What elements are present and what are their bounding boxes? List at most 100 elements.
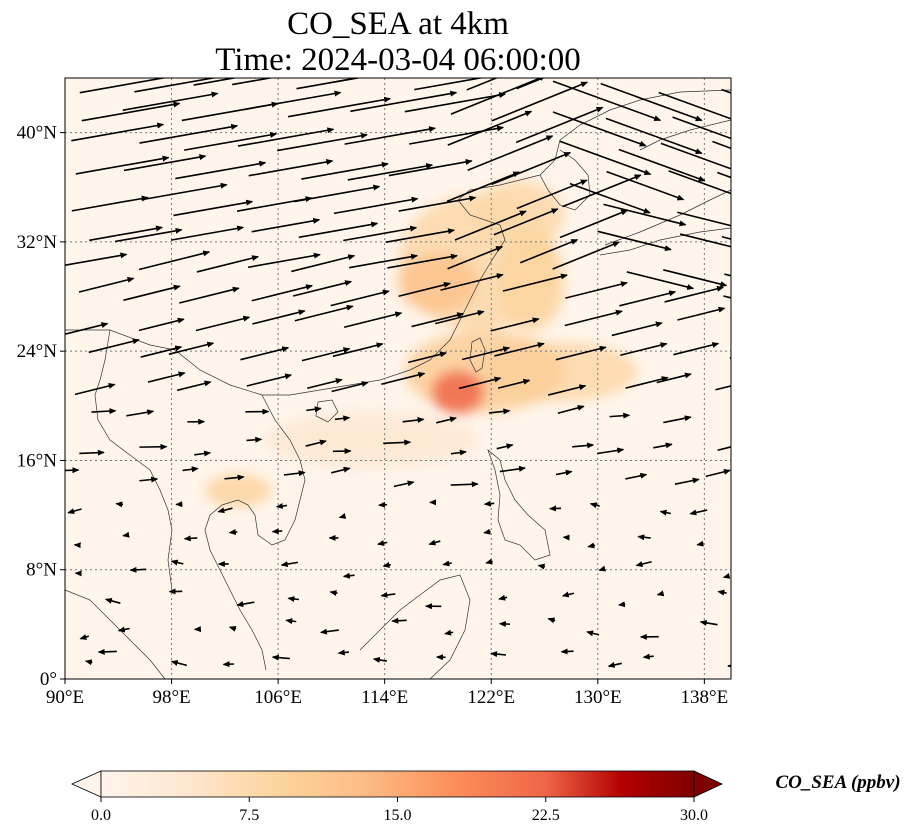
lat-tick-label: 0° [40, 669, 57, 690]
wind-arrow [330, 289, 390, 307]
wind-arrow [515, 106, 604, 144]
wind-arrow [252, 309, 306, 325]
wind-arrow [596, 447, 625, 455]
wind-arrow [78, 276, 135, 293]
wind-arrow [619, 290, 677, 307]
wind-arrow [729, 357, 731, 359]
colorbar-tick-label: 15.0 [384, 807, 412, 824]
wind-arrow [67, 508, 82, 515]
wind-arrow [343, 311, 403, 329]
colorbar-ticks: 0.0 7.5 15.0 22.5 30.0 [91, 797, 708, 824]
wind-arrow [388, 159, 473, 177]
wind-arrow [139, 476, 159, 483]
wind-arrow [428, 539, 441, 546]
colorbar-label: CO_SEA (ppbv) [775, 772, 900, 793]
coastline-hainan [315, 399, 339, 423]
wind-arrow [488, 408, 511, 415]
wind-arrow [689, 509, 708, 516]
wind-arrow [656, 590, 665, 597]
wind-arrow [183, 535, 198, 542]
wind-arrow [572, 442, 595, 449]
wind-arrow [606, 170, 685, 201]
wind-arrow [411, 312, 465, 328]
wind-arrow [285, 618, 297, 625]
wind-arrow [561, 591, 575, 598]
co-plume [497, 235, 565, 331]
wind-arrow [97, 648, 117, 655]
wind-arrow [298, 221, 379, 239]
wind-arrow [236, 601, 255, 608]
co-plume [264, 412, 478, 468]
wind-arrow [642, 653, 654, 660]
wind-arrow [138, 250, 211, 271]
wind-arrow [51, 601, 62, 602]
lon-tick-label: 90°E [46, 687, 84, 708]
wind-arrow [122, 91, 219, 111]
wind-arrow [74, 383, 116, 396]
wind-arrow [450, 449, 467, 456]
colorbar: 0.0 7.5 15.0 22.5 30.0 CO_SEA (ppbv) [71, 770, 901, 824]
wind-arrow [402, 417, 425, 423]
wind-arrow [170, 559, 184, 566]
wind-arrow [350, 90, 458, 113]
wind-arrow [123, 154, 207, 172]
wind-arrow [305, 439, 327, 447]
wind-arrow [672, 116, 731, 140]
wind-arrow [347, 163, 434, 181]
wind-arrow [724, 273, 731, 277]
wind-arrow [490, 651, 506, 658]
wind-arrow [176, 380, 212, 392]
coastline-korea [539, 149, 591, 211]
wind-arrow [377, 540, 388, 546]
wind-arrow [483, 500, 495, 507]
wind-arrow [170, 660, 188, 667]
wind-arrow [129, 566, 147, 573]
colorbar-tick-label: 0.0 [91, 807, 111, 824]
wind-arrow [71, 122, 165, 142]
wind-arrow [84, 659, 93, 666]
wind-arrow [569, 182, 651, 214]
wind-arrow [559, 209, 629, 239]
wind-arrow [228, 529, 238, 536]
wind-arrow [496, 443, 514, 450]
wind-arrow [104, 597, 121, 604]
wind-arrow [560, 648, 574, 655]
wind-arrow [493, 208, 559, 236]
wind-arrow [663, 269, 728, 288]
wind-arrow [408, 125, 505, 145]
wind-arrow [656, 372, 692, 384]
wind-arrow [620, 342, 668, 357]
wind-arrow [329, 78, 362, 84]
wind-arrow [562, 174, 642, 208]
wind-arrow [175, 160, 267, 180]
wind-arrow [398, 281, 451, 298]
wind-arrow [246, 373, 293, 387]
wind-arrow [733, 307, 786, 320]
wind-arrow [520, 238, 579, 264]
wind-arrow [242, 90, 342, 111]
co-plume [404, 330, 565, 413]
wind-arrow [301, 161, 389, 180]
wind-arrow [194, 450, 212, 457]
wind-arrow [600, 82, 703, 122]
wind-arrow [733, 210, 806, 228]
gridlines [65, 78, 731, 679]
wind-arrow [195, 315, 251, 332]
wind-arrow [88, 338, 140, 354]
wind-arrow [516, 78, 545, 90]
wind-arrow [334, 415, 351, 422]
wind-arrow [712, 140, 731, 150]
wind-arrow [447, 110, 533, 146]
wind-arrow [597, 230, 672, 252]
wind-arrow [331, 381, 369, 393]
wind-arrow [79, 78, 168, 94]
lat-tick-label: 16°N [17, 450, 58, 471]
wind-arrow [677, 211, 731, 227]
wind-arrow [79, 634, 90, 640]
wind-arrow [660, 142, 731, 170]
wind-arrow [617, 601, 626, 608]
wind-arrow [721, 88, 731, 94]
wind-arrow [398, 195, 477, 212]
colorbar-extend-min [71, 770, 102, 798]
